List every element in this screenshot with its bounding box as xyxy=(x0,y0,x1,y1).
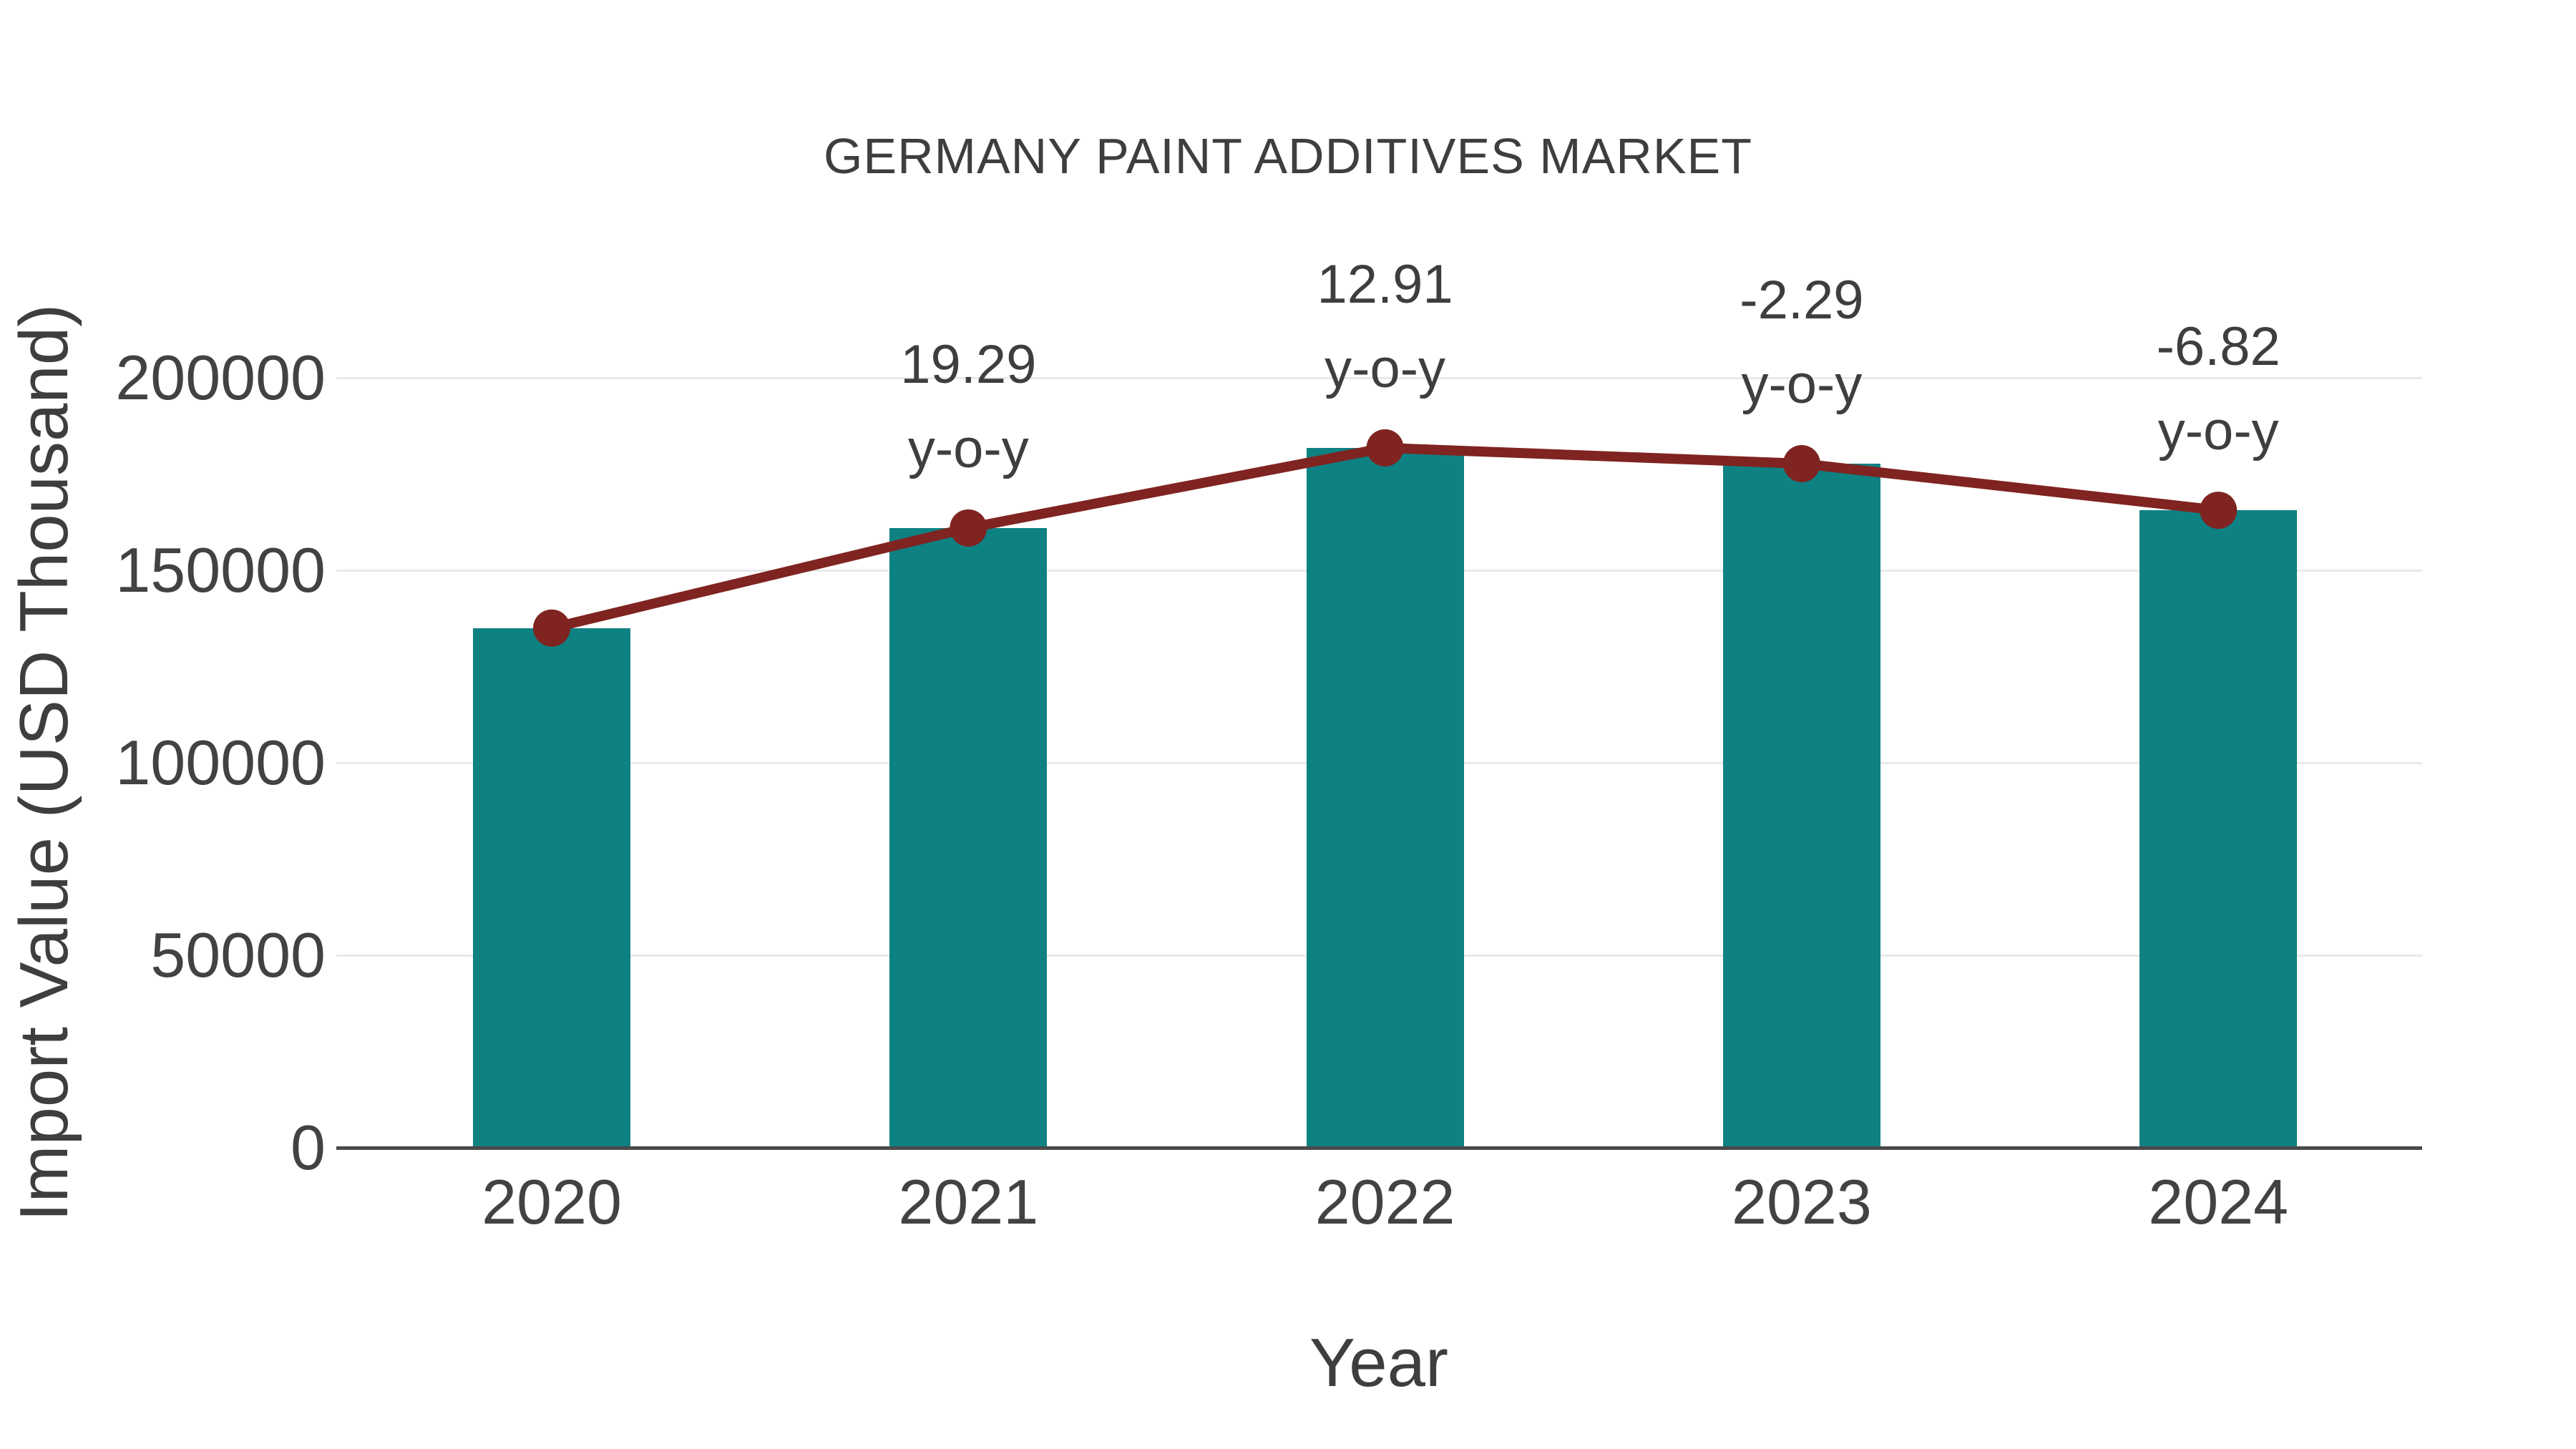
yoy-value-text: 12.91 xyxy=(1317,253,1453,315)
x-axis-title: Year xyxy=(1309,1324,1448,1401)
yoy-value-text: 19.29 xyxy=(900,333,1037,395)
y-tick-label: 150000 xyxy=(115,535,326,605)
x-axis-line xyxy=(336,1146,2422,1150)
yoy-suffix-text: y-o-y xyxy=(1741,353,1863,415)
chart-title: GERMANY PAINT ADDITIVES MARKET xyxy=(823,128,1753,184)
bar-2021 xyxy=(889,527,1048,1148)
y-tick-label: 50000 xyxy=(150,919,326,990)
trend-point-marker-2020 xyxy=(533,609,570,647)
bar-2022 xyxy=(1306,447,1464,1148)
trend-point-marker-2021 xyxy=(950,509,987,547)
y-tick-label: 0 xyxy=(291,1112,326,1183)
bar-2020 xyxy=(473,628,630,1148)
yoy-annotation-2023: -2.29 y-o-y xyxy=(1740,258,1863,427)
x-tick-label-2022: 2022 xyxy=(1314,1166,1455,1237)
trend-point-marker-2023 xyxy=(1782,444,1820,482)
x-tick-label-2021: 2021 xyxy=(898,1166,1039,1237)
yoy-annotation-2021: 19.29 y-o-y xyxy=(900,323,1036,492)
x-tick-label-2024: 2024 xyxy=(2148,1166,2289,1237)
yoy-annotation-2022: 12.91 y-o-y xyxy=(1317,243,1453,411)
yoy-suffix-text: y-o-y xyxy=(907,418,1029,479)
bar-2024 xyxy=(2140,510,2298,1148)
yoy-suffix-text: y-o-y xyxy=(1324,338,1446,399)
yoy-annotation-2024: -6.82 y-o-y xyxy=(2157,305,2280,474)
trend-line xyxy=(550,442,2219,633)
y-tick-label: 200000 xyxy=(115,342,326,413)
x-tick-label-2023: 2023 xyxy=(1732,1166,1872,1237)
yoy-suffix-text: y-o-y xyxy=(2157,401,2279,462)
yoy-value-text: -2.29 xyxy=(1740,269,1864,331)
trend-point-marker-2022 xyxy=(1366,429,1404,467)
y-tick-label: 100000 xyxy=(115,727,326,798)
yoy-value-text: -6.82 xyxy=(2156,316,2280,378)
bar-2023 xyxy=(1722,463,1880,1148)
y-axis-title: Import Value (USD Thousand) xyxy=(6,303,82,1222)
x-tick-label-2020: 2020 xyxy=(482,1166,622,1237)
gridline xyxy=(336,376,2422,379)
trend-point-marker-2024 xyxy=(2200,492,2238,530)
